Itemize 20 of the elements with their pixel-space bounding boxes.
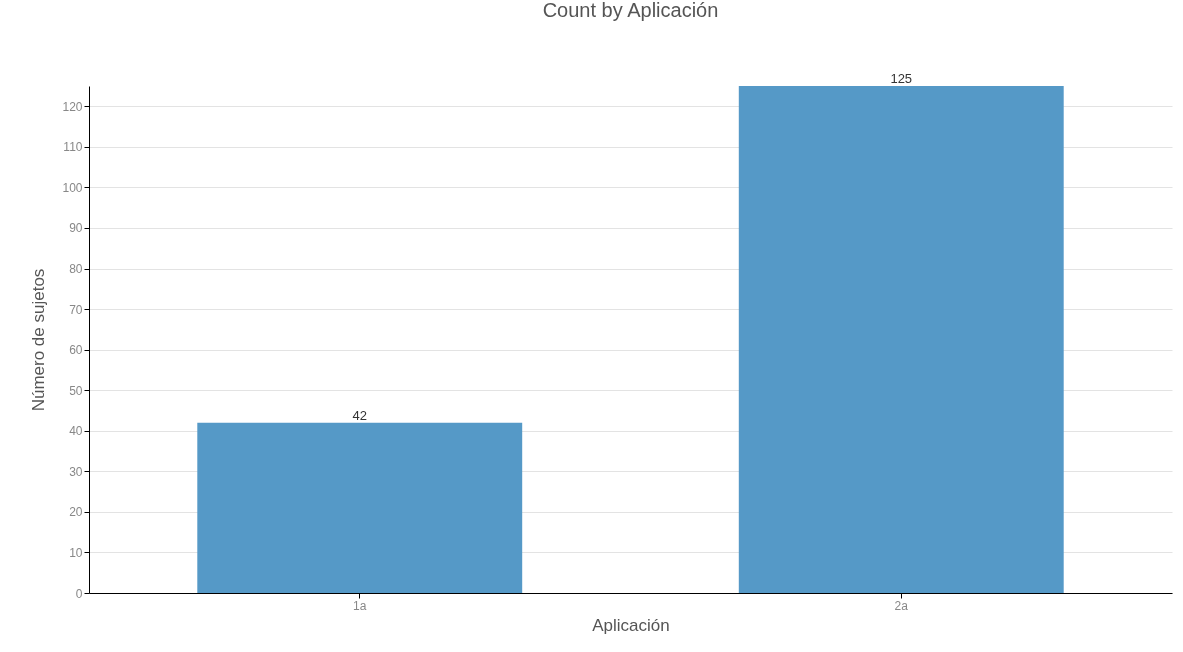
y-tick-label: 110 bbox=[63, 140, 83, 155]
y-tick-label: 80 bbox=[69, 262, 83, 277]
y-tick-label: 50 bbox=[69, 383, 83, 398]
x-axis-title: Aplicación bbox=[592, 615, 670, 635]
y-tick-label: 100 bbox=[62, 180, 83, 195]
y-tick-label: 0 bbox=[75, 586, 83, 601]
x-tick-label: 2a bbox=[894, 598, 909, 613]
y-tick-label: 70 bbox=[69, 302, 83, 317]
y-axis-title: Número de sujetos bbox=[29, 268, 49, 412]
y-tick-label: 40 bbox=[69, 424, 83, 439]
y-tick-label: 20 bbox=[69, 505, 83, 520]
data-label: 42 bbox=[352, 407, 367, 423]
y-tick-label: 10 bbox=[69, 545, 83, 560]
y-tick-label: 60 bbox=[69, 343, 83, 358]
y-tick-label: 30 bbox=[69, 464, 83, 479]
y-tick-label: 120 bbox=[62, 99, 83, 114]
y-tick-label: 90 bbox=[69, 221, 83, 236]
data-label: 125 bbox=[890, 71, 913, 86]
x-tick-label: 1a bbox=[353, 598, 367, 613]
chart-title: Count by Aplicación bbox=[542, 0, 719, 21]
